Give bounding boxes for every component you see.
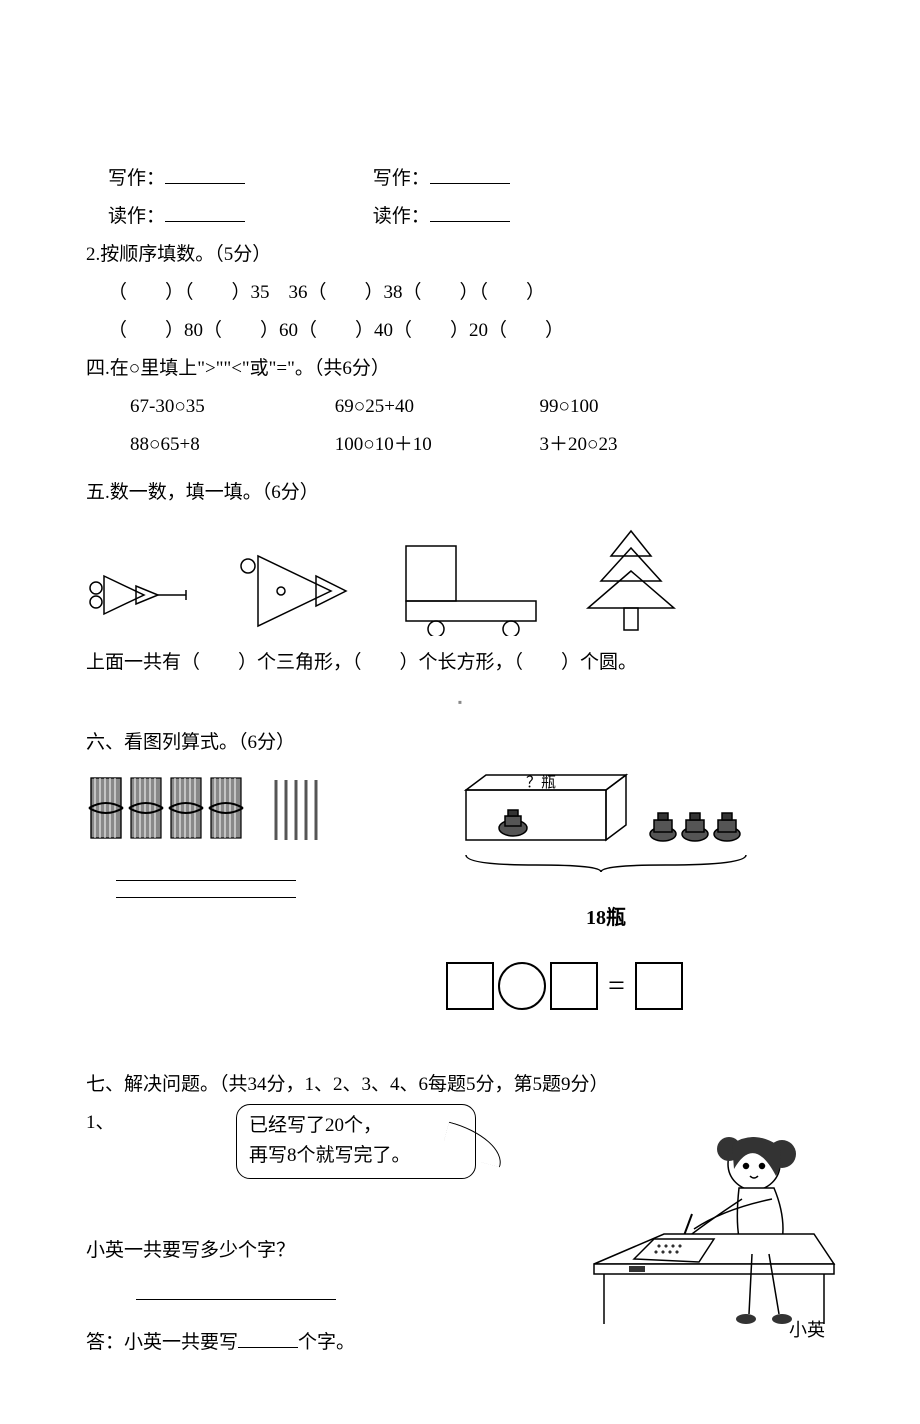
read-label-1: 读作： xyxy=(108,206,165,227)
shape-fish xyxy=(236,546,366,636)
q1-row2: 读作： 读作： xyxy=(86,198,834,236)
read-label-2: 读作： xyxy=(373,206,430,227)
answer-line[interactable] xyxy=(136,1281,336,1300)
q7-body: 1、 已经写了20个， 再写8个就写完了。 xyxy=(86,1104,834,1364)
blank[interactable] xyxy=(238,1329,298,1348)
total-label: 18瓶 xyxy=(456,898,756,938)
blank[interactable] xyxy=(430,203,510,222)
equation-boxes: = xyxy=(446,956,756,1016)
sticks-diagram xyxy=(86,770,366,850)
q6-left xyxy=(86,770,366,898)
q4-row2: 88○65+8 100○10＋10 3＋20○23 xyxy=(86,426,834,464)
answer-suffix: 个字。 xyxy=(298,1332,355,1353)
cmp-item: 69○25+40 xyxy=(335,388,535,426)
q2-row1: （ ）（ ）35 36（ ）38（ ）（ ） xyxy=(86,274,834,312)
q6-right: ？瓶 18瓶 xyxy=(456,770,756,1016)
speech-bubble: 已经写了20个， 再写8个就写完了。 xyxy=(236,1104,476,1179)
q7-title: 七、解决问题。（共34分，1、2、3、4、6每题5分，第5题9分） xyxy=(86,1066,834,1104)
girl-illustration: 小英 xyxy=(584,1114,844,1344)
q6-body: ？瓶 18瓶 xyxy=(86,770,834,1016)
answer-prefix: 答：小英一共要写 xyxy=(86,1332,238,1353)
shape-tree xyxy=(576,526,686,636)
blank[interactable] xyxy=(165,165,245,184)
q2-title: 2.按顺序填数。（5分） xyxy=(86,236,834,274)
write-label-1: 写作： xyxy=(108,168,165,189)
q1-row1: 写作： 写作： xyxy=(86,160,834,198)
girl-name-text: 小英 xyxy=(789,1320,825,1340)
bubble-line2: 再写8个就写完了。 xyxy=(249,1141,463,1171)
answer-line[interactable] xyxy=(116,897,296,898)
eq-box[interactable] xyxy=(635,962,683,1010)
shape-truck xyxy=(396,536,546,636)
eq-box[interactable] xyxy=(550,962,598,1010)
blank[interactable] xyxy=(430,165,510,184)
cmp-item: 88○65+8 xyxy=(130,426,330,464)
box-label-text: ？瓶 xyxy=(526,774,556,791)
q5-title: 五.数一数，填一填。（6分） xyxy=(86,474,834,512)
cmp-item: 67-30○35 xyxy=(130,388,330,426)
q4-row1: 67-30○35 69○25+40 99○100 xyxy=(86,388,834,426)
q2-row2: （ ）80（ ）60（ ）40（ ）20（ ） xyxy=(86,312,834,350)
q4-title: 四.在○里填上">""<"或"="。（共6分） xyxy=(86,350,834,388)
eq-box[interactable] xyxy=(446,962,494,1010)
worksheet-page: 写作： 写作： 读作： 读作： 2.按顺序填数。（5分） （ ）（ ）35 36… xyxy=(0,0,920,1424)
equals-sign: = xyxy=(602,956,631,1016)
blank[interactable] xyxy=(165,203,245,222)
shape-group-1 xyxy=(86,556,206,636)
cmp-item: 99○100 xyxy=(540,388,740,426)
page-center-mark: ▪ xyxy=(86,690,834,714)
write-label-2: 写作： xyxy=(373,168,430,189)
eq-op-circle[interactable] xyxy=(498,962,546,1010)
bubble-line1: 已经写了20个， xyxy=(249,1111,463,1141)
cmp-item: 3＋20○23 xyxy=(540,426,740,464)
q5-sentence: 上面一共有（ ）个三角形，（ ）个长方形，（ ）个圆。 xyxy=(86,644,834,682)
q6-title: 六、看图列算式。（6分） xyxy=(86,724,834,762)
bottles-diagram: ？瓶 xyxy=(456,770,756,880)
cmp-item: 100○10＋10 xyxy=(335,426,535,464)
answer-line[interactable] xyxy=(116,880,296,881)
q5-shapes xyxy=(86,526,834,636)
